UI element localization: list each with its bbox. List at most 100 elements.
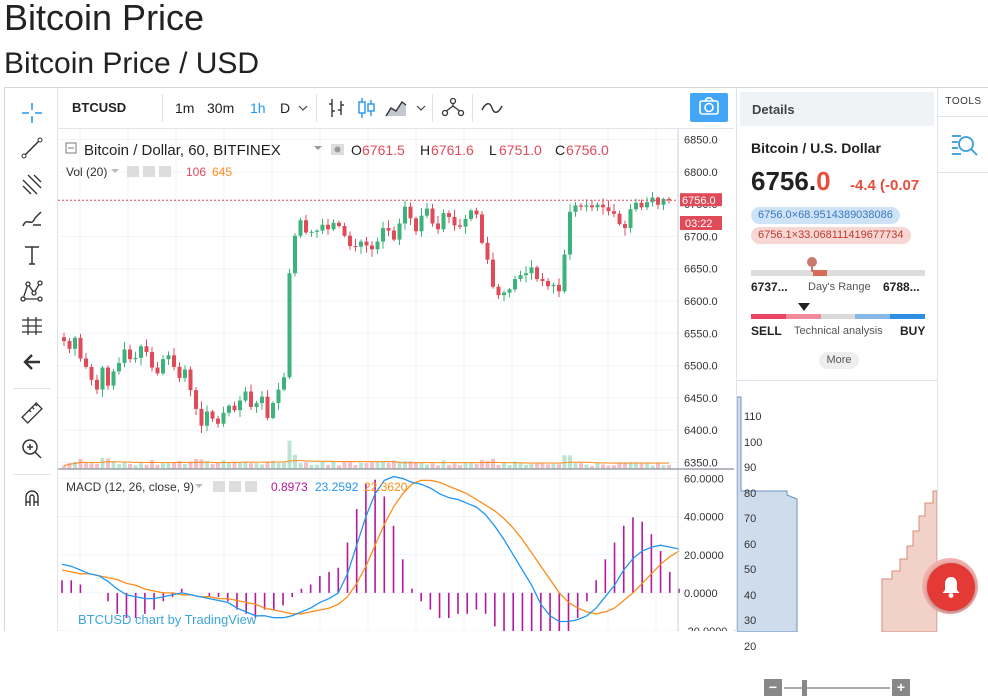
price-axis-tick: 6400.0 bbox=[684, 425, 718, 437]
symbol-search[interactable]: BTCUSD bbox=[72, 100, 127, 115]
volume-bar bbox=[430, 463, 435, 469]
volume-bar bbox=[260, 464, 264, 469]
candle-body bbox=[166, 355, 171, 360]
candle-body bbox=[298, 220, 303, 236]
volume-bar bbox=[661, 465, 666, 469]
volume-bar bbox=[199, 459, 204, 469]
prediction-tool-icon[interactable] bbox=[19, 313, 45, 339]
volume-bar bbox=[276, 463, 281, 469]
volume-bar bbox=[452, 463, 457, 469]
volume-bar bbox=[513, 461, 517, 469]
bars-style-icon[interactable] bbox=[325, 96, 349, 120]
volume-bar bbox=[381, 461, 385, 469]
settings-icon[interactable] bbox=[143, 166, 155, 177]
trendline-icon[interactable] bbox=[19, 135, 45, 161]
candle-body bbox=[524, 273, 528, 276]
candle-body bbox=[359, 241, 363, 247]
candles-style-icon[interactable] bbox=[354, 96, 378, 120]
arrow-left-icon[interactable] bbox=[19, 349, 45, 375]
notification-bell-button[interactable] bbox=[927, 563, 975, 611]
svg-text:L: L bbox=[489, 142, 497, 158]
zoom-in-icon[interactable] bbox=[19, 436, 45, 462]
volume-bar bbox=[524, 464, 528, 469]
price-change: -4.4 (-0.07 bbox=[850, 177, 920, 194]
volume-bar bbox=[194, 458, 198, 469]
candle-body bbox=[100, 367, 105, 390]
fib-tool-icon[interactable] bbox=[19, 171, 45, 197]
page-title: Bitcoin Price bbox=[4, 0, 205, 38]
volume-bar bbox=[359, 462, 363, 469]
chevron-down-icon[interactable] bbox=[296, 98, 320, 122]
bell-icon bbox=[942, 577, 960, 598]
indicators-icon[interactable] bbox=[480, 96, 504, 120]
volume-bar bbox=[551, 464, 556, 469]
volume-bar bbox=[529, 463, 534, 469]
details-search-icon[interactable] bbox=[938, 117, 988, 173]
volume-bar bbox=[111, 461, 116, 469]
volume-bar bbox=[507, 465, 512, 469]
volume-bar bbox=[562, 455, 567, 469]
interval-1m[interactable]: 1m bbox=[175, 100, 195, 116]
candle-body bbox=[634, 202, 638, 210]
candle-body bbox=[628, 209, 633, 228]
pattern-tool-icon[interactable] bbox=[19, 278, 45, 304]
text-tool-icon[interactable] bbox=[19, 242, 45, 268]
eye-icon[interactable] bbox=[213, 481, 225, 492]
interval-d[interactable]: D bbox=[280, 100, 291, 116]
candle-body bbox=[111, 371, 116, 386]
chart-area[interactable]: 6350.0 6400.0 6450.0 6500.0 6550.0 6600.0 6650… bbox=[58, 129, 734, 677]
interval-30m[interactable]: 30m bbox=[207, 100, 235, 116]
candle-body bbox=[172, 355, 176, 367]
volume-bar bbox=[634, 463, 638, 469]
volume-bar bbox=[304, 462, 308, 469]
volume-bar bbox=[502, 462, 506, 469]
settings-icon[interactable] bbox=[229, 481, 241, 492]
volume-bar bbox=[183, 463, 187, 469]
volume-bar bbox=[326, 464, 330, 469]
volume-bar bbox=[353, 465, 358, 469]
zoom-slider-handle[interactable] bbox=[802, 680, 807, 696]
zoom-in-button[interactable]: + bbox=[892, 679, 910, 696]
eye-icon[interactable] bbox=[127, 166, 139, 177]
zoom-out-button[interactable]: − bbox=[764, 679, 782, 696]
volume-bar bbox=[590, 466, 594, 469]
volume-bar bbox=[188, 461, 193, 469]
volume-bar bbox=[139, 463, 143, 469]
crosshair-icon[interactable] bbox=[19, 100, 45, 126]
compare-icon[interactable] bbox=[440, 96, 465, 120]
area-style-icon[interactable] bbox=[384, 96, 408, 120]
volume-bar bbox=[122, 462, 127, 469]
candle-body bbox=[452, 217, 457, 226]
magnet-icon[interactable] bbox=[19, 485, 45, 511]
details-header[interactable]: Details bbox=[740, 92, 934, 126]
chevron-down-icon[interactable] bbox=[414, 98, 438, 122]
screenshot-button[interactable] bbox=[690, 93, 728, 122]
brush-icon[interactable] bbox=[19, 206, 45, 232]
candle-body bbox=[232, 405, 237, 411]
candle-body bbox=[436, 223, 440, 230]
svg-text:H: H bbox=[420, 142, 430, 158]
ruler-icon[interactable] bbox=[19, 400, 45, 426]
close-icon[interactable] bbox=[159, 166, 171, 177]
volume-bar bbox=[128, 463, 132, 469]
candle-body bbox=[568, 211, 572, 255]
chart-toolbar: BTCUSD 1m 30m 1h D bbox=[58, 88, 734, 129]
svg-text:03:22: 03:22 bbox=[685, 218, 713, 230]
volume-bar bbox=[117, 464, 121, 469]
ask-badge: 6756.1×33.068111419677734 bbox=[751, 227, 911, 244]
bid-badge: 6756.0×68.9514389038086 bbox=[751, 207, 900, 224]
technical-analysis-label[interactable]: Technical analysis bbox=[794, 325, 883, 337]
depth-axis-tick: 30 bbox=[744, 615, 757, 627]
volume-bar bbox=[243, 461, 248, 469]
volume-bar bbox=[639, 463, 644, 469]
collapse-icon[interactable] bbox=[65, 142, 77, 154]
candle-body bbox=[650, 197, 655, 203]
candle-body bbox=[73, 337, 77, 349]
more-button[interactable]: More bbox=[819, 352, 859, 369]
sell-label: SELL bbox=[751, 324, 782, 338]
close-icon[interactable] bbox=[245, 481, 257, 492]
volume-bar bbox=[386, 462, 391, 469]
interval-1h[interactable]: 1h bbox=[250, 100, 266, 116]
close-value: 6756.0 bbox=[566, 142, 609, 158]
tradingview-credit-link[interactable]: BTCUSD chart by TradingView bbox=[78, 612, 257, 627]
